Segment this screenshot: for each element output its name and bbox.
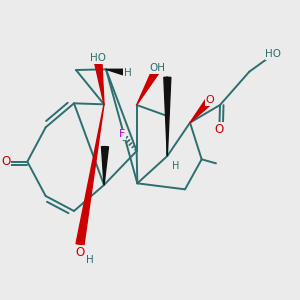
Text: O: O [215,123,224,136]
Polygon shape [101,147,109,185]
Polygon shape [137,66,161,105]
Text: O: O [2,155,10,168]
Polygon shape [190,98,213,123]
Text: F: F [118,129,125,139]
Polygon shape [76,104,104,245]
Text: OH: OH [149,63,165,73]
Text: O: O [75,246,85,259]
Text: H: H [124,68,131,78]
Text: HO: HO [90,53,106,63]
Polygon shape [106,69,128,76]
Text: HO: HO [265,49,281,59]
Polygon shape [164,77,171,156]
Text: H: H [172,161,179,171]
Polygon shape [94,58,104,104]
Text: O: O [206,95,214,105]
Text: H: H [86,255,94,265]
